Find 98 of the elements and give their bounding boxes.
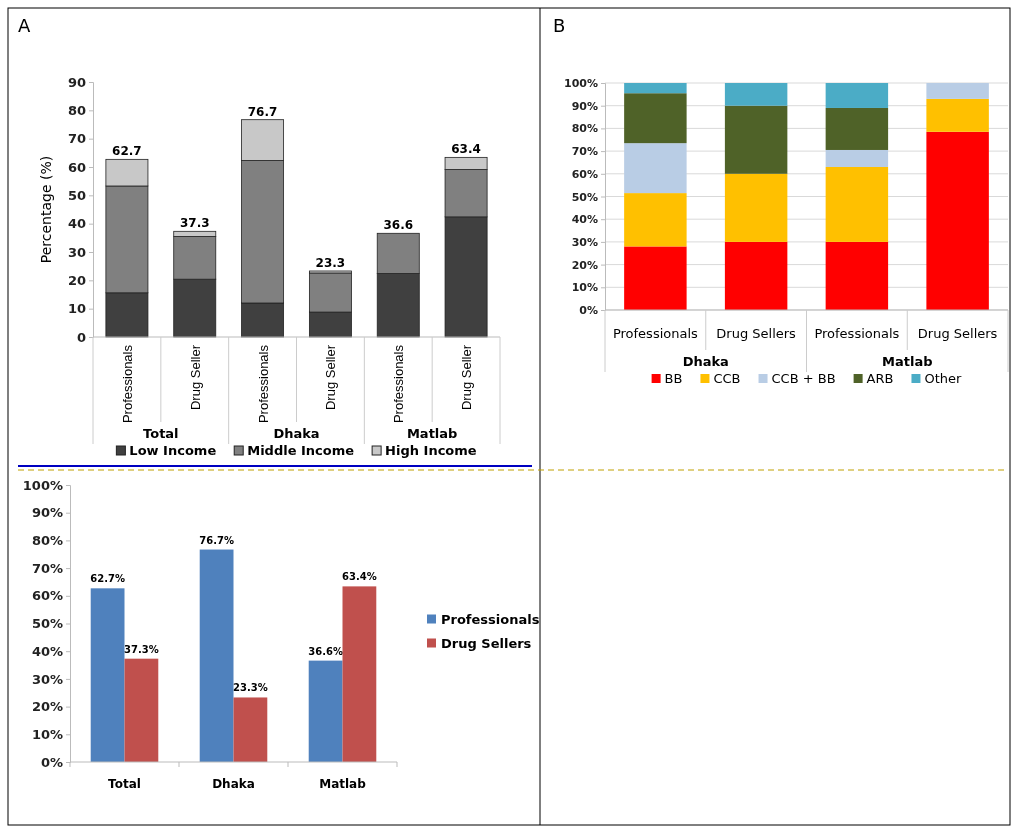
bar xyxy=(342,586,377,762)
x-tick-label: Matlab xyxy=(319,777,367,791)
x-tick-label: Professionals xyxy=(119,344,135,424)
y-tick-label: 100% xyxy=(22,477,63,493)
legend-label: Other xyxy=(924,371,963,386)
y-tick-label: 20% xyxy=(571,258,598,272)
legend-label: CCB xyxy=(713,371,741,386)
x-tick-label: Drug Seller xyxy=(323,344,339,411)
bar xyxy=(308,660,343,762)
text: Matlab xyxy=(406,426,458,441)
bar xyxy=(624,93,687,144)
x-tick-label: Professionals xyxy=(814,326,900,341)
bar xyxy=(926,131,989,310)
bar xyxy=(724,241,788,310)
y-tick-label: 50 xyxy=(67,187,86,203)
y-tick-label: 10% xyxy=(571,281,598,295)
y-tick-label: 60% xyxy=(571,167,598,181)
y-tick-label: 20 xyxy=(67,272,86,288)
data-label: 63.4% xyxy=(342,571,377,583)
x-tick-label: Drug Seller xyxy=(187,344,203,411)
legend-label: CCB + BB xyxy=(771,371,836,386)
legend-label: BB xyxy=(664,371,683,386)
y-tick-label: 50% xyxy=(31,616,63,632)
text: Dhaka xyxy=(273,426,320,441)
chart-title: A xyxy=(18,15,31,36)
x-tick-label: Professionals xyxy=(612,326,699,341)
y-tick-label: 40% xyxy=(31,643,63,659)
bar xyxy=(724,173,788,242)
bar xyxy=(926,83,989,99)
y-tick-label: 20% xyxy=(31,699,63,715)
legend-label: Low Income xyxy=(129,443,217,458)
y-tick-label: 10 xyxy=(67,301,86,317)
x-tick-label: Professionals xyxy=(255,344,271,424)
x-tick-label: Drug Sellers xyxy=(716,326,797,341)
chart-title: B xyxy=(553,15,566,36)
x-tick-label: Drug Sellers xyxy=(917,326,998,341)
bar xyxy=(624,193,687,247)
y-tick-label: 90% xyxy=(31,505,63,521)
legend-label: High Income xyxy=(385,443,477,458)
legend-label: Middle Income xyxy=(247,443,355,458)
y-tick-label: 10% xyxy=(31,726,63,742)
text: Dhaka xyxy=(682,354,729,369)
data-label: 36.6% xyxy=(308,645,343,657)
y-tick-label: 80% xyxy=(571,122,598,136)
y-tick-label: 80 xyxy=(67,102,86,118)
bar xyxy=(233,697,268,762)
data-label: 23.3% xyxy=(233,682,268,694)
bar xyxy=(624,83,687,94)
bar xyxy=(825,241,889,310)
bar xyxy=(825,83,889,108)
x-tick-label: Professionals xyxy=(391,344,407,424)
total-label: 23.3 xyxy=(315,255,346,270)
bar xyxy=(199,549,234,762)
y-tick-label: 100% xyxy=(564,77,598,91)
bar xyxy=(624,143,687,194)
y-tick-label: 90% xyxy=(571,99,598,113)
y-tick-label: 90 xyxy=(67,74,86,90)
y-tick-label: 0% xyxy=(579,304,598,318)
total-label: 76.7 xyxy=(247,104,278,119)
y-tick-label: 40 xyxy=(67,216,86,232)
text: Total xyxy=(143,426,179,441)
bar xyxy=(825,107,889,150)
bar xyxy=(926,98,989,132)
legend-label: Professionals xyxy=(441,611,540,627)
y-tick-label: 30% xyxy=(571,235,598,249)
y-axis-title: Percentage (%) xyxy=(38,155,54,264)
total-label: 63.4 xyxy=(451,142,481,157)
text: Matlab xyxy=(882,354,933,369)
total-label: 37.3 xyxy=(179,216,210,231)
y-tick-label: 70% xyxy=(31,560,63,576)
x-tick-label: Drug Seller xyxy=(459,344,475,411)
y-tick-label: 80% xyxy=(31,533,63,549)
bar xyxy=(724,83,788,106)
legend-label: ARB xyxy=(866,371,894,386)
y-tick-label: 70 xyxy=(67,131,86,147)
total-label: 36.6 xyxy=(383,218,414,233)
y-tick-label: 0% xyxy=(40,754,63,770)
legend-label: Drug Sellers xyxy=(441,635,532,651)
data-label: 37.3% xyxy=(124,643,159,655)
bar xyxy=(825,166,889,242)
total-label: 62.7 xyxy=(112,144,142,159)
x-tick-label: Dhaka xyxy=(212,777,255,791)
y-tick-label: 30% xyxy=(31,671,63,687)
bar xyxy=(724,105,788,174)
bar xyxy=(90,588,125,762)
y-tick-label: 30 xyxy=(67,244,86,260)
bar xyxy=(124,658,159,762)
y-tick-label: 60 xyxy=(67,159,86,175)
y-tick-label: 60% xyxy=(31,588,63,604)
y-tick-label: 70% xyxy=(571,145,598,159)
bar xyxy=(624,246,687,310)
data-label: 62.7% xyxy=(90,573,125,585)
y-tick-label: 50% xyxy=(571,190,598,204)
x-tick-label: Total xyxy=(108,777,141,791)
bar xyxy=(825,149,889,167)
data-label: 76.7% xyxy=(199,534,234,546)
y-tick-label: 40% xyxy=(571,213,598,227)
y-tick-label: 0 xyxy=(76,329,86,345)
